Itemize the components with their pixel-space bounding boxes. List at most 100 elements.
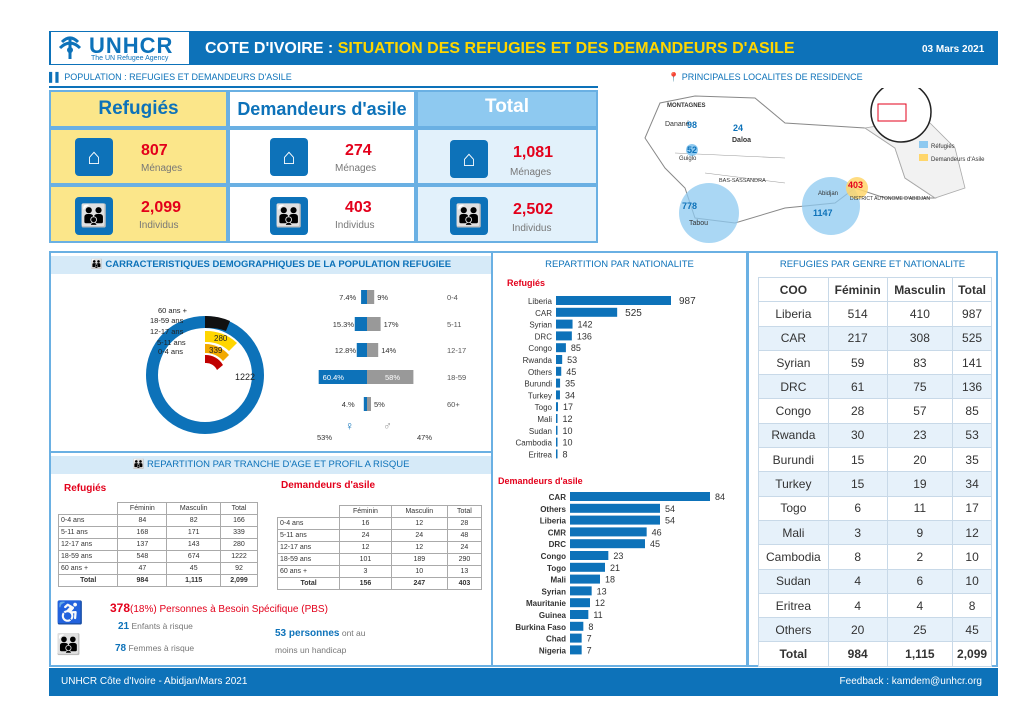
table-cell: 24 <box>446 541 483 554</box>
pyramid-female-label: 12.8% <box>335 346 357 355</box>
demandeurs-individus-cell: 👪 403 Individus <box>228 185 416 243</box>
table-cell: 23 <box>886 422 954 449</box>
table-cell: 3 <box>827 519 888 546</box>
table-row: 12-17 ans 12 12 24 <box>276 541 483 554</box>
bar-value-label: 85 <box>571 343 581 353</box>
table-row: 60 ans +3 10 13 <box>276 565 483 578</box>
table-cell: Total <box>276 577 341 590</box>
pyramid-male-bar <box>367 343 379 357</box>
pyramid-age-label: 60+ <box>447 400 460 409</box>
map-pin-icon: 📍 <box>668 72 680 82</box>
donut-ring-12-17 <box>205 330 237 351</box>
donut-value: 92 <box>206 307 215 316</box>
table-row: Togo 6 11 17 <box>758 495 992 521</box>
bar-category-label: Burkina Faso <box>515 623 566 632</box>
table-cell: Burundi <box>758 447 829 473</box>
family-icon: 👪 <box>75 197 113 235</box>
col-header: Masculin <box>166 502 221 515</box>
pyramid-female-label: 15.3% <box>333 320 355 329</box>
bar-category-label: Togo <box>547 564 566 573</box>
table-cell: 2 <box>886 544 954 570</box>
bar <box>556 319 573 329</box>
table-row: 0-4 ans 16 12 28 <box>276 517 483 530</box>
bar-value-label: 53 <box>567 355 577 365</box>
pyramid-male-bar <box>367 370 414 384</box>
table-cell: 136 <box>952 374 992 400</box>
map-value: 98 <box>687 120 697 130</box>
bar-category-label: Chad <box>546 635 566 644</box>
bar <box>570 633 582 643</box>
pyramid-female-bar <box>356 343 367 357</box>
male-pct: 47% <box>417 433 432 442</box>
page-title: COTE D'IVOIRE : SITUATION DES REFUGIES E… <box>205 40 795 57</box>
table-cell: 92 <box>219 562 259 575</box>
refugees-bubble-tabou <box>679 183 739 243</box>
table-cell: 12 <box>339 541 392 554</box>
nationality-title: REPARTITION PAR NATIONALITE <box>493 256 746 274</box>
table-row: 5-11 ans 168 171 339 <box>57 526 259 539</box>
bar <box>556 343 566 353</box>
map-value: 403 <box>848 180 863 190</box>
table-cell: 82 <box>166 514 221 527</box>
pyramid-female-bar <box>361 290 367 304</box>
demographics-panel: 👪 CARRACTERISTIQUES DEMOGRAPHIQUES DE LA… <box>49 251 493 453</box>
table-cell: Cambodia <box>758 544 829 570</box>
bar-category-label: Nigeria <box>539 646 567 655</box>
bar <box>570 574 600 584</box>
table-cell: 11 <box>886 495 954 521</box>
bar-category-label: Congo <box>528 344 552 353</box>
pyramid-female-label: 4.% <box>342 400 355 409</box>
legend-refugees: Réfugiés <box>931 144 955 150</box>
donut-ring-5-11 <box>205 343 229 361</box>
table-cell: 34 <box>952 471 992 497</box>
total-menages-cell: ⌂ 1,081 Ménages <box>416 128 598 185</box>
table-cell: 4 <box>827 568 888 594</box>
nat-da-bar-chart: CAR 84 Others 54 Liberia 54 CMR 46 DRC 45 Congo 23 T… <box>515 492 725 655</box>
col-header: COO <box>758 276 829 303</box>
house-icon: ⌂ <box>270 138 308 176</box>
table-cell: 3 <box>339 565 392 578</box>
handicap-line: 53 personnes ont au moins un handicap <box>275 628 366 655</box>
table-cell: 30 <box>827 422 888 449</box>
bar-category-label: Sudan <box>529 427 552 436</box>
table-cell: Rwanda <box>758 422 829 449</box>
people-icon: 👪 <box>90 259 103 270</box>
bar-category-label: Togo <box>535 403 553 412</box>
table-cell: 403 <box>446 577 483 590</box>
table-cell: 10 <box>952 568 992 594</box>
bar-value-label: 136 <box>577 331 592 341</box>
header-row: COO Féminin Masculin Total <box>758 276 992 303</box>
bar-category-label: Others <box>528 368 552 377</box>
gender-title: REFUGIES PAR GENRE ET NATIONALITE <box>749 256 996 274</box>
table-cell: 20 <box>827 617 888 643</box>
table-cell: 45 <box>166 562 221 575</box>
bar-value-label: 54 <box>665 504 675 514</box>
table-row: Burundi 15 20 35 <box>758 447 992 473</box>
pyramid-female-label: 60.4% <box>323 373 345 382</box>
bar-category-label: Liberia <box>528 297 553 306</box>
bar <box>556 449 558 459</box>
place-label: Abidjan <box>818 191 838 197</box>
place-label: Danané <box>665 121 690 128</box>
table-cell: 15 <box>827 471 888 497</box>
col-header: Féminin <box>339 505 392 518</box>
bar-category-label: Eritrea <box>528 450 552 459</box>
donut-value: 280 <box>214 334 228 343</box>
bar-value-label: 11 <box>593 610 602 620</box>
refugies-individus-cell: 👪 2,099 Individus <box>49 185 228 243</box>
table-cell: 15 <box>827 447 888 473</box>
table-cell: 1,115 <box>166 574 221 587</box>
table-cell: 35 <box>952 447 992 473</box>
bar <box>556 331 572 341</box>
table-cell: 12-17 ans <box>57 538 119 551</box>
table-cell: Total <box>57 574 119 587</box>
table-row: 5-11 ans 24 24 48 <box>276 529 483 542</box>
table-cell: 57 <box>886 398 954 424</box>
age-pyramid-chart: 7.4% 9% 0-4 15.3% 17% 5-11 12.8% 14% 12-17 60.4% 5… <box>317 290 466 442</box>
bar <box>570 492 710 501</box>
table-cell: 13 <box>446 565 483 578</box>
bar <box>556 366 562 376</box>
pyramid-male-bar <box>367 317 381 331</box>
table-cell: Togo <box>758 495 829 521</box>
bar <box>570 527 647 537</box>
